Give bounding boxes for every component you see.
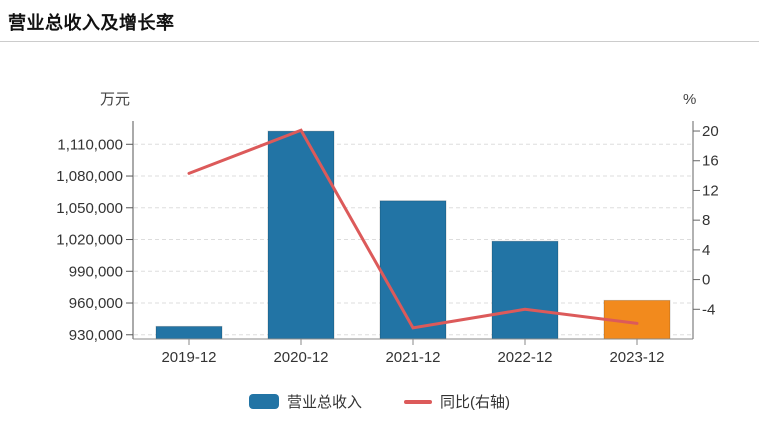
legend-label-revenue: 营业总收入 (286, 394, 362, 411)
yoy-line (187, 128, 639, 330)
svg-text:-4: -4 (702, 301, 715, 318)
svg-text:8: 8 (702, 212, 710, 229)
left-axis-labels: 930,000 960,000 990,000 1,020,000 1,050,000 1… (56, 136, 133, 344)
svg-text:2020-12: 2020-12 (273, 349, 328, 366)
svg-text:4: 4 (702, 242, 710, 259)
svg-text:990,000: 990,000 (69, 263, 123, 280)
x-axis-labels: 2019-12 2020-12 2021-12 2022-12 2023-12 (161, 339, 665, 366)
svg-text:1,110,000: 1,110,000 (57, 136, 123, 153)
yoy-line-swatch-icon (404, 399, 432, 404)
legend-item-revenue[interactable]: 营业总收入 (248, 391, 362, 412)
bar-2022-12 (491, 240, 559, 340)
svg-text:16: 16 (702, 153, 719, 170)
gridlines (134, 143, 692, 336)
right-axis-unit: % (683, 91, 696, 108)
legend-item-yoy[interactable]: 同比(右轴) (404, 391, 510, 412)
bars-group (155, 130, 671, 340)
chart-legend: 营业总收入 同比(右轴) (0, 391, 759, 412)
right-axis-labels: -4 0 4 8 12 16 20 (693, 123, 719, 318)
revenue-bar-swatch-icon (248, 394, 279, 409)
svg-text:12: 12 (702, 182, 719, 199)
svg-text:2022-12: 2022-12 (497, 349, 552, 366)
svg-text:960,000: 960,000 (69, 295, 123, 312)
revenue-growth-chart: 930,000 960,000 990,000 1,020,000 1,050,000 1… (56, 91, 719, 366)
svg-text:930,000: 930,000 (69, 327, 123, 344)
bar-2019-12 (155, 325, 223, 340)
title-divider (0, 41, 759, 42)
left-axis-unit: 万元 (100, 91, 130, 108)
legend-label-yoy: 同比(右轴) (440, 394, 510, 411)
svg-text:2023-12: 2023-12 (609, 349, 664, 366)
svg-text:1,020,000: 1,020,000 (56, 232, 123, 249)
svg-text:2019-12: 2019-12 (161, 349, 216, 366)
svg-text:20: 20 (702, 123, 719, 140)
svg-text:1,050,000: 1,050,000 (56, 200, 123, 217)
page-title: 营业总收入及增长率 (8, 13, 175, 33)
svg-text:1,080,000: 1,080,000 (56, 168, 123, 185)
bar-2021-12 (379, 200, 447, 340)
bar-2020-12 (267, 130, 335, 340)
svg-text:2021-12: 2021-12 (385, 349, 440, 366)
svg-text:0: 0 (702, 272, 710, 289)
